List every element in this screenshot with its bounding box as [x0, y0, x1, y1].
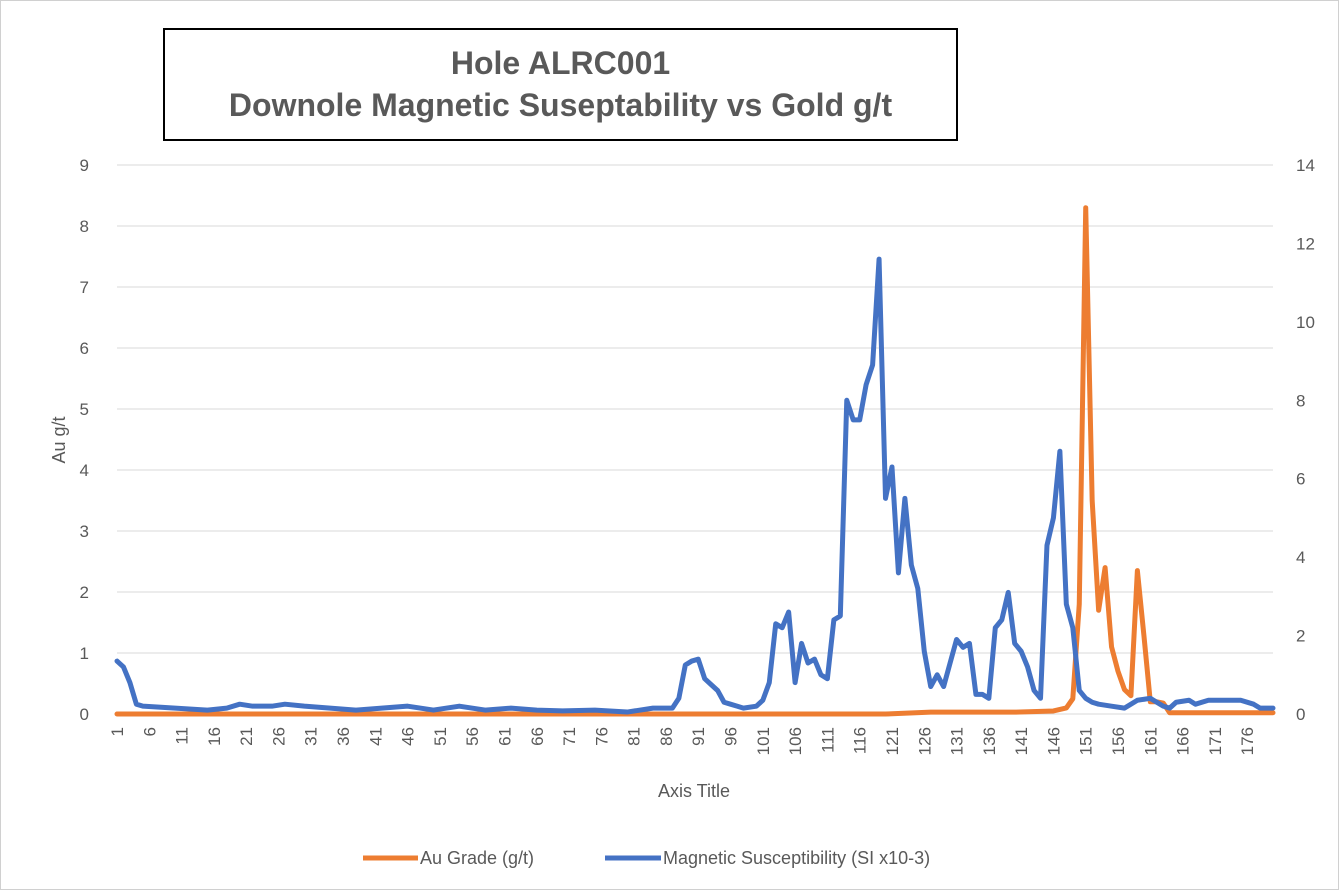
- x-tick-label: 51: [431, 727, 450, 746]
- chart-title-line-1: Hole ALRC001: [450, 44, 671, 81]
- x-tick-label: 71: [560, 727, 579, 746]
- x-tick-label: 41: [366, 727, 385, 746]
- x-tick-label: 46: [399, 727, 418, 746]
- x-tick-label: 156: [1109, 727, 1128, 755]
- x-tick-label: 171: [1206, 727, 1225, 755]
- x-tick-label: 16: [205, 727, 224, 746]
- x-tick-label: 76: [592, 727, 611, 746]
- x-tick-label: 151: [1077, 727, 1096, 755]
- y2-tick-label: 14: [1296, 156, 1315, 175]
- y2-tick-label: 10: [1296, 313, 1315, 332]
- y-tick-label: 9: [80, 156, 89, 175]
- y2-tick-label: 2: [1296, 627, 1305, 646]
- x-tick-label: 131: [948, 727, 967, 755]
- x-tick-label: 11: [173, 727, 192, 745]
- x-tick-label: 126: [915, 727, 934, 755]
- y-tick-label: 0: [80, 705, 89, 724]
- series-line-magnetic-susceptibility: [114, 256, 1276, 715]
- x-tick-label: 146: [1044, 727, 1063, 755]
- x-tick-label: 96: [722, 727, 741, 746]
- series-line-au-grade: [114, 205, 1276, 717]
- legend: Au Grade (g/t) Magnetic Susceptibility (…: [363, 848, 930, 868]
- y-tick-label: 1: [80, 644, 89, 663]
- x-tick-label: 111: [818, 727, 837, 753]
- x-tick-label: 56: [463, 727, 482, 746]
- legend-label-au: Au Grade (g/t): [420, 848, 534, 868]
- y2-tick-label: 8: [1296, 391, 1305, 410]
- y-tick-label: 4: [80, 461, 89, 480]
- legend-label-mag: Magnetic Susceptibility (SI x10-3): [663, 848, 930, 868]
- y2-tick-label: 0: [1296, 705, 1305, 724]
- y-tick-label: 6: [80, 339, 89, 358]
- x-tick-label: 161: [1141, 727, 1160, 755]
- y-tick-label: 5: [80, 400, 89, 419]
- y-axis-title: Au g/t: [49, 416, 69, 463]
- x-tick-label: 21: [237, 727, 256, 746]
- x-tick-label: 1: [108, 727, 127, 736]
- x-tick-label: 91: [689, 727, 708, 746]
- x-tick-label: 106: [786, 727, 805, 755]
- x-tick-label: 116: [851, 727, 870, 754]
- y-tick-label: 3: [80, 522, 89, 541]
- x-tick-label: 121: [883, 727, 902, 755]
- chart-title-box: Hole ALRC001 Downole Magnetic Suseptabil…: [163, 28, 958, 141]
- x-tick-label: 101: [754, 727, 773, 755]
- x-tick-label: 166: [1174, 727, 1193, 755]
- chart-title-line-2: Downole Magnetic Suseptability vs Gold g…: [228, 86, 893, 123]
- x-tick-label: 141: [1012, 727, 1031, 755]
- y-tick-label: 7: [80, 278, 89, 297]
- x-tick-label: 61: [495, 727, 514, 746]
- x-tick-label: 86: [657, 727, 676, 746]
- x-tick-label: 26: [269, 727, 288, 746]
- y-tick-label: 8: [80, 217, 89, 236]
- y2-tick-label: 12: [1296, 234, 1315, 253]
- x-tick-label: 136: [980, 727, 999, 755]
- y-tick-label: 2: [80, 583, 89, 602]
- x-tick-label: 36: [334, 727, 353, 746]
- x-tick-label: 6: [140, 727, 159, 736]
- x-tick-label: 66: [528, 727, 547, 746]
- x-tick-label: 81: [625, 727, 644, 746]
- y2-tick-label: 6: [1296, 470, 1305, 489]
- x-tick-label: 176: [1238, 727, 1257, 755]
- x-tick-label: 31: [302, 727, 321, 746]
- x-axis-title: Axis Title: [658, 781, 730, 801]
- y2-tick-label: 4: [1296, 548, 1305, 567]
